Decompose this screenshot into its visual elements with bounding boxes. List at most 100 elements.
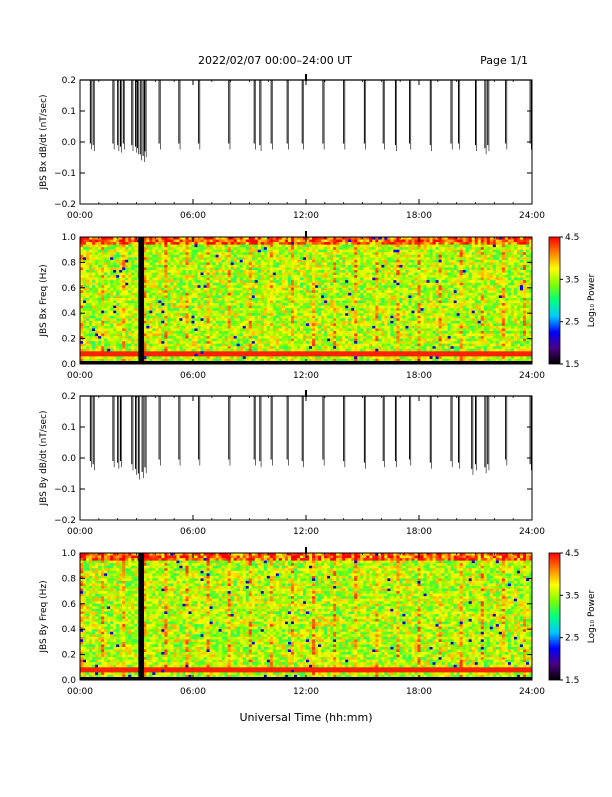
bx-spectrogram-panel-cell [249,346,252,349]
bx-spectrogram-panel-cell [80,351,83,354]
bx-spectrogram-panel-cell [222,275,225,278]
bx-spectrogram-panel-cell [149,293,152,296]
bx-spectrogram-panel-cell [191,311,194,314]
bx-spectrogram-panel-cell [122,267,125,270]
bx-spectrogram-panel-cell [219,242,222,245]
bx-spectrogram-panel-cell [291,273,294,276]
bx-spectrogram-panel-cell [173,275,176,278]
bx-spectrogram-panel-cell [228,306,231,309]
bx-spectrogram-panel-cell [128,313,131,316]
bx-spectrogram-panel-cell [191,326,194,329]
bx-spectrogram-panel-cell [98,321,101,324]
bx-spectrogram-panel-cell [339,257,342,260]
bx-spectrogram-panel-cell [330,257,333,260]
bx-spectrogram-panel-cell [158,321,161,324]
bx-spectrogram-panel-cell [291,270,294,273]
bx-spectrogram-panel-cell [228,262,231,265]
bx-spectrogram-panel-cell [228,346,231,349]
bx-spectrogram-panel-cell [188,290,191,293]
bx-spectrogram-panel-cell [261,306,264,309]
bx-spectrogram-panel-cell [360,356,363,359]
bx-spectrogram-panel-cell [110,265,113,268]
bx-spectrogram-panel-cell [158,283,161,286]
bx-spectrogram-panel-cell [204,313,207,316]
bx-spectrogram-panel-cell [83,349,86,352]
bx-spectrogram-panel-cell [249,341,252,344]
bx-spectrogram-panel-cell [204,278,207,281]
bx-spectrogram-panel-cell [303,278,306,281]
bx-spectrogram-panel-cell [195,346,198,349]
bx-spectrogram-panel-cell [273,273,276,276]
bx-spectrogram-panel-cell [267,308,270,311]
bx-spectrogram-panel-cell [279,242,282,245]
bx-spectrogram-panel-cell [207,290,210,293]
bx-spectrogram-panel-cell [252,323,255,326]
bx-spectrogram-panel-cell [327,283,330,286]
bx-spectrogram-panel-cell [122,328,125,331]
bx-spectrogram-panel-cell [312,280,315,283]
bx-spectrogram-panel-cell [125,275,128,278]
bx-spectrogram-panel-cell [89,306,92,309]
bx-spectrogram-panel-cell [345,344,348,347]
bx-spectrogram-panel-cell [363,323,366,326]
bx-spectrogram-panel-cell [110,356,113,359]
bx-spectrogram-panel-cell [297,252,300,255]
bx-spectrogram-panel-cell [279,288,282,291]
bx-spectrogram-panel-cell [191,341,194,344]
bx-spectrogram-panel-cell [282,334,285,337]
bx-spectrogram-panel-cell [134,267,137,270]
bx-spectrogram-panel-cell [255,356,258,359]
bx-spectrogram-panel-cell [366,303,369,306]
bx-spectrogram-panel-cell [324,280,327,283]
bx-spectrogram-panel-cell [116,247,119,250]
bx-spectrogram-panel-cell [131,278,134,281]
bx-spectrogram-panel-cell [243,311,246,314]
bx-spectrogram-panel-cell [216,278,219,281]
bx-spectrogram-panel-cell [125,341,128,344]
bx-spectrogram-panel-cell [128,341,131,344]
bx-spectrogram-panel-cell [92,356,95,359]
bx-spectrogram-panel-cell [122,349,125,352]
bx-spectrogram-panel-cell [173,293,176,296]
bx-spectrogram-panel-cell [354,278,357,281]
bx-spectrogram-panel-cell [216,295,219,298]
bx-spectrogram-panel-cell [191,273,194,276]
bx-spectrogram-panel-cell [345,275,348,278]
bx-spectrogram-panel-cell [210,323,213,326]
bx-spectrogram-panel-cell [116,354,119,357]
bx-spectrogram-panel-cell [195,285,198,288]
bx-spectrogram-panel-cell [270,283,273,286]
bx-spectrogram-panel-cell [357,301,360,304]
bx-spectrogram-panel-cell [198,334,201,337]
bx-spectrogram-panel-cell [128,275,131,278]
bx-spectrogram-panel-cell [252,311,255,314]
bx-spectrogram-panel-cell [195,250,198,253]
bx-spectrogram-panel-cell [243,349,246,352]
bx-spectrogram-panel-cell [369,311,372,314]
bx-spectrogram-panel-cell [267,336,270,339]
bx-spectrogram-panel-cell [98,341,101,344]
bx-spectrogram-panel-cell [83,270,86,273]
bx-spectrogram-panel-cell [179,313,182,316]
bx-spectrogram-panel-cell [80,318,83,321]
bx-spectrogram-panel-cell [264,240,267,243]
bx-spectrogram-panel-cell [107,321,110,324]
bx-spectrogram-panel-cell [297,273,300,276]
bx-spectrogram-panel-cell [158,298,161,301]
bx-spectrogram-panel-cell [324,278,327,281]
bx-spectrogram-panel-cell [234,356,237,359]
bx-spectrogram-panel-cell [351,250,354,253]
bx-spectrogram-panel-cell [155,308,158,311]
bx-spectrogram-panel-cell [366,283,369,286]
bx-spectrogram-panel-cell [360,288,363,291]
bx-spectrogram-panel-cell [273,298,276,301]
bx-spectrogram-panel-cell [315,308,318,311]
bx-spectrogram-panel-cell [167,349,170,352]
bx-spectrogram-panel-cell [270,262,273,265]
bx-spectrogram-panel-cell [83,331,86,334]
bx-spectrogram-panel-cell [294,318,297,321]
bx-spectrogram-panel-cell [113,280,116,283]
bx-spectrogram-panel-cell [351,280,354,283]
bx-spectrogram-panel-cell [122,240,125,243]
bx-spectrogram-panel-cell [216,252,219,255]
